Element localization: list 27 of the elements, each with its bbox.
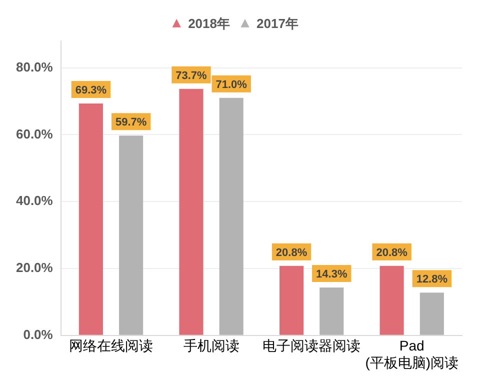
bar — [420, 292, 444, 335]
bar — [119, 136, 144, 335]
bar — [78, 104, 103, 335]
y-tick-label: 60.0% — [16, 126, 54, 142]
data-label: 69.3% — [75, 84, 107, 97]
data-label: 71.0% — [216, 78, 248, 91]
data-label: 20.8% — [376, 246, 408, 259]
y-tick-label: 80.0% — [16, 59, 54, 74]
bar — [380, 266, 404, 335]
y-tick-label: 40.0% — [16, 193, 54, 208]
x-tick-label: 电子阅读器阅读 — [262, 338, 361, 354]
bar — [279, 266, 304, 335]
y-tick-label: 0.0% — [23, 326, 54, 342]
data-label: 14.3% — [316, 268, 348, 281]
data-label: 59.7% — [115, 116, 147, 129]
data-label: 73.7% — [176, 70, 208, 82]
x-tick-label: Pad (平板电脑)阅读 — [365, 338, 459, 370]
legend-label: 2017年 — [256, 16, 298, 32]
data-label: 12.8% — [416, 274, 448, 286]
x-tick-label: 网络在线阅读 — [69, 338, 154, 354]
bar — [219, 98, 244, 335]
legend-label: 2018年 — [188, 16, 230, 32]
x-tick-label: 手机阅读 — [183, 338, 240, 354]
bar — [179, 88, 204, 335]
bar — [320, 288, 344, 335]
data-label: 20.8% — [276, 246, 308, 259]
y-tick-label: 20.0% — [16, 260, 54, 276]
